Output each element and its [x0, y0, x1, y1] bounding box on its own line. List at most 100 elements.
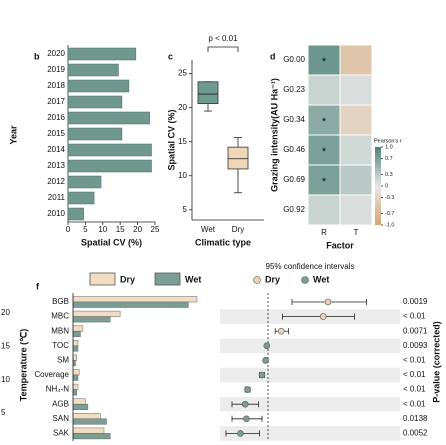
bar	[67, 159, 152, 173]
p-value-label: < 0.01	[403, 385, 426, 394]
p-value-label: < 0.01	[403, 312, 426, 321]
y-axis-label: Spatial CV (%)	[166, 109, 176, 170]
point	[241, 400, 249, 408]
heat-cell	[339, 194, 373, 226]
y-tick-label: AGB	[52, 399, 69, 408]
y-tick-label: 25	[178, 69, 187, 78]
y-tick-label: 2011	[48, 193, 66, 202]
point	[262, 357, 269, 364]
heat-cell	[339, 164, 373, 196]
y-tick-label: NH₄-N	[46, 385, 69, 394]
bar	[72, 403, 89, 410]
point	[324, 298, 332, 306]
colorbar-title: Pearson's r	[374, 138, 402, 144]
bar	[72, 340, 79, 347]
x-tick-label: T	[354, 228, 359, 237]
y-tick-label: G0.46	[283, 145, 305, 154]
y-tick-label: 2010	[47, 209, 65, 218]
heat-cell	[339, 44, 373, 76]
colorbar-tick-label: -0.7	[385, 211, 394, 217]
y-axis-label: Grazing intensity(AU Ha⁻¹)	[269, 78, 279, 192]
heat-cell	[339, 134, 373, 166]
heat-cell	[307, 164, 341, 196]
x-axis-label: Factor	[326, 240, 354, 250]
legend-label: Wet	[313, 274, 329, 284]
y-tick-label: 20	[1, 308, 10, 317]
legend-swatch	[89, 272, 116, 286]
y-axis-label: Temperature (℃)	[18, 329, 28, 401]
bar	[72, 433, 111, 440]
y-tick-label: G0.23	[283, 85, 305, 94]
p-value-label: < 0.01	[403, 356, 426, 365]
bar	[72, 316, 111, 323]
bar	[72, 325, 84, 332]
bar	[72, 398, 86, 405]
legend-label: Dry	[120, 274, 135, 284]
x-axis-label: Climatic type	[195, 237, 251, 247]
bar	[72, 413, 101, 420]
y-tick-label: 10	[1, 375, 10, 384]
heat-cell	[307, 44, 341, 76]
bar	[72, 296, 198, 303]
y-tick-label: 2015	[47, 129, 65, 138]
panel-letter: c	[168, 51, 173, 61]
y-tick-label: G0.00	[283, 55, 305, 64]
y-tick-label: 2018	[47, 81, 65, 90]
y-tick-label: 15	[178, 137, 187, 146]
significance-mark: *	[322, 146, 327, 158]
significance-mark: *	[322, 56, 327, 68]
legend-label: Wet	[185, 274, 201, 284]
y-tick-label: 2016	[47, 113, 65, 122]
bar	[67, 191, 95, 205]
y-tick-label: G0.34	[283, 115, 305, 124]
colorbar-tick-label: 0	[385, 183, 388, 189]
y-tick-label: G0.69	[283, 175, 305, 184]
heat-cell	[307, 194, 341, 226]
colorbar-tick-label: -0.3	[385, 195, 394, 201]
y-tick-label: 2014	[47, 145, 65, 154]
colorbar-tick-label: 0.7	[385, 156, 393, 162]
p-value-label: 0.0138	[403, 414, 428, 423]
panel-letter: b	[34, 51, 40, 61]
colorbar-tick-label: -1.0	[385, 222, 394, 228]
colorbar-tick-label: 1.0	[385, 144, 393, 150]
box	[197, 81, 219, 104]
x-axis-label: Spatial CV (%)	[81, 237, 142, 247]
bar	[67, 63, 119, 77]
bar	[72, 427, 105, 434]
y-axis-label: Year	[8, 125, 18, 145]
bar	[67, 207, 84, 221]
bar	[72, 418, 107, 425]
bar	[67, 175, 102, 189]
bar	[67, 95, 123, 109]
bar	[72, 310, 121, 317]
y-tick-label: G0.92	[283, 205, 305, 214]
p-value-label: 0.0052	[403, 429, 428, 438]
y-tick-label: 5	[1, 408, 6, 417]
colorbar	[375, 147, 381, 225]
y-tick-label: 2013	[47, 161, 65, 170]
box	[227, 146, 249, 170]
x-tick-label: 0	[66, 225, 71, 234]
bar	[72, 345, 79, 352]
y-tick-label: 20	[178, 103, 187, 112]
legend-marker	[253, 276, 261, 284]
bar	[72, 383, 79, 390]
heat-cell	[339, 104, 373, 136]
significance-mark: *	[322, 116, 327, 128]
heat-cell	[307, 104, 341, 136]
x-tick-label: 25	[151, 225, 160, 234]
point	[244, 386, 251, 393]
bar	[67, 111, 151, 125]
heat-cell	[307, 74, 341, 106]
annotation: p < 0.01	[208, 34, 238, 43]
colorbar-tick-label: 0.3	[385, 172, 393, 178]
y-axis-label: P-value (corrected)	[431, 321, 441, 403]
y-tick-label: TOC	[52, 341, 69, 350]
p-value-label: 0.0071	[403, 326, 428, 335]
point	[263, 342, 271, 350]
x-tick-label: 20	[133, 225, 142, 234]
x-tick-label: Dry	[232, 225, 244, 234]
significance-mark: *	[322, 176, 327, 188]
panel-letter: f	[36, 281, 40, 291]
